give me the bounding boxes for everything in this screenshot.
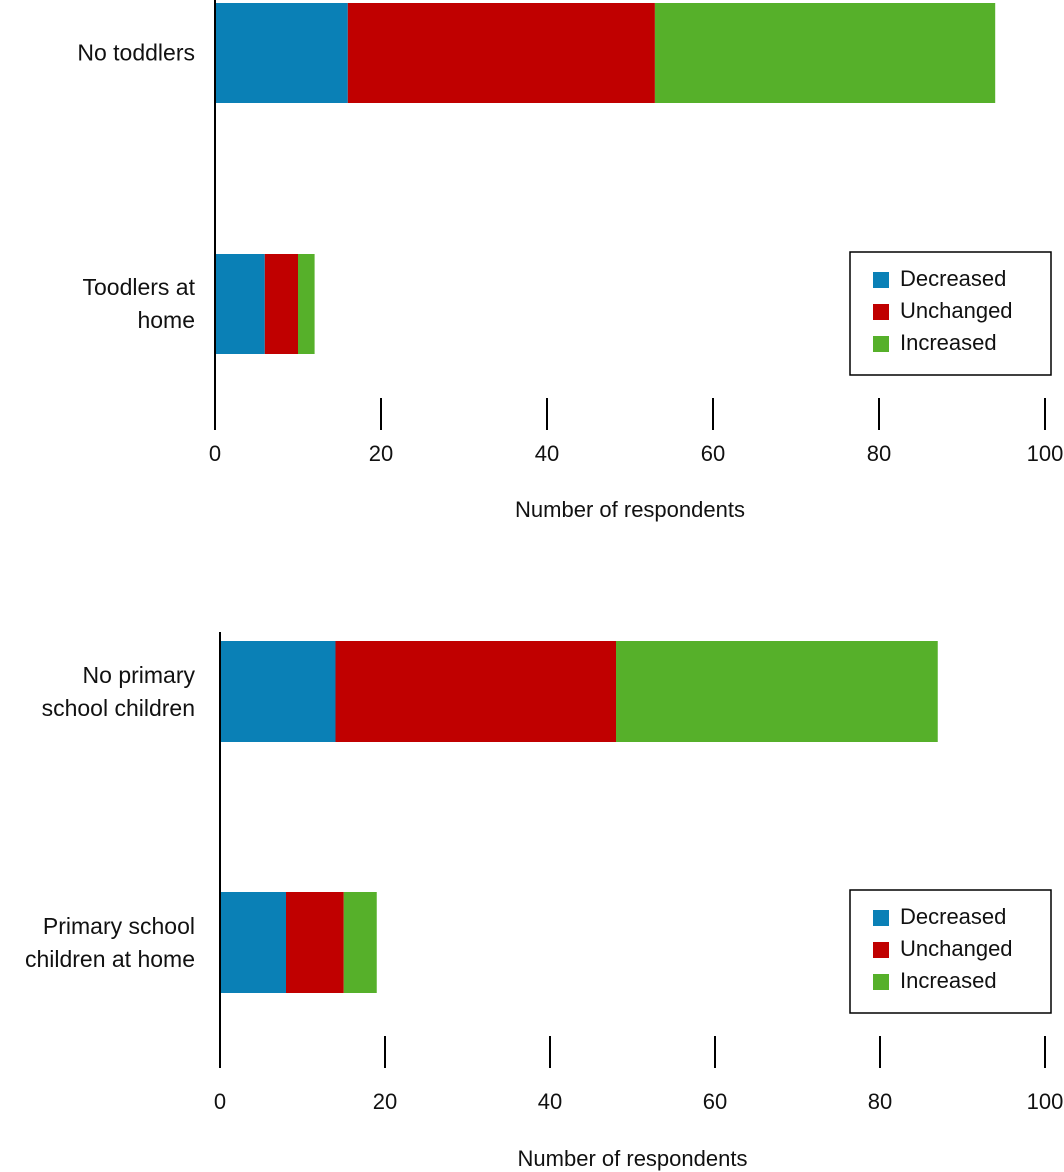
x-axis-title: Number of respondents: [515, 497, 745, 522]
legend-label: Decreased: [900, 266, 1006, 291]
bar-segment: [220, 641, 336, 742]
bar-segment: [343, 892, 377, 993]
chart-panel: 0 20 40 60 80 100 Number of respondents Decreas…: [0, 0, 1064, 560]
bar-segment: [347, 3, 655, 103]
x-tick-label: 80: [868, 1089, 892, 1114]
x-tick-label: 40: [535, 441, 559, 466]
category-label: Toodlers at home: [82, 274, 195, 333]
x-axis-title: Number of respondents: [518, 1146, 748, 1171]
x-tick-label: 100: [1027, 1089, 1064, 1114]
x-tick-label: 20: [369, 441, 393, 466]
legend-swatch: [873, 336, 889, 352]
category-label: No primary school children: [41, 661, 195, 721]
legend-swatch: [873, 910, 889, 926]
bar-segment: [335, 641, 616, 742]
bar-segment: [220, 892, 286, 993]
bar-segment: [215, 254, 265, 354]
chart: 0 20 40 60 80 100 Number of respondents Decreas…: [209, 0, 1064, 522]
category-label: No toddlers: [77, 39, 195, 66]
chart: 0 20 40 60 80 100 Number of respondents Decreas…: [214, 632, 1064, 1171]
x-tick-label: 80: [867, 441, 891, 466]
legend-label: Unchanged: [900, 298, 1013, 323]
bar-segment: [616, 641, 938, 742]
legend-label: Unchanged: [900, 936, 1013, 961]
x-tick-label: 40: [538, 1089, 562, 1114]
legend-swatch: [873, 974, 889, 990]
x-tick-label: 20: [373, 1089, 397, 1114]
bar-segment: [286, 892, 344, 993]
legend-label: Decreased: [900, 904, 1006, 929]
x-tick-label: 0: [214, 1089, 226, 1114]
bar-segment: [298, 254, 315, 354]
x-tick-label: 0: [209, 441, 221, 466]
x-tick-label: 100: [1027, 441, 1064, 466]
bar-segment: [215, 3, 348, 103]
x-tick-label: 60: [703, 1089, 727, 1114]
x-tick-label: 60: [701, 441, 725, 466]
legend-swatch: [873, 304, 889, 320]
legend-swatch: [873, 272, 889, 288]
legend-swatch: [873, 942, 889, 958]
chart-panel: 0 20 40 60 80 100 Number of respondents Decreas…: [0, 560, 1064, 1172]
legend-label: Increased: [900, 330, 997, 355]
bar-segment: [654, 3, 996, 103]
bar-segment: [264, 254, 298, 354]
legend-label: Increased: [900, 968, 997, 993]
category-label: Primary school children at home: [24, 912, 195, 972]
